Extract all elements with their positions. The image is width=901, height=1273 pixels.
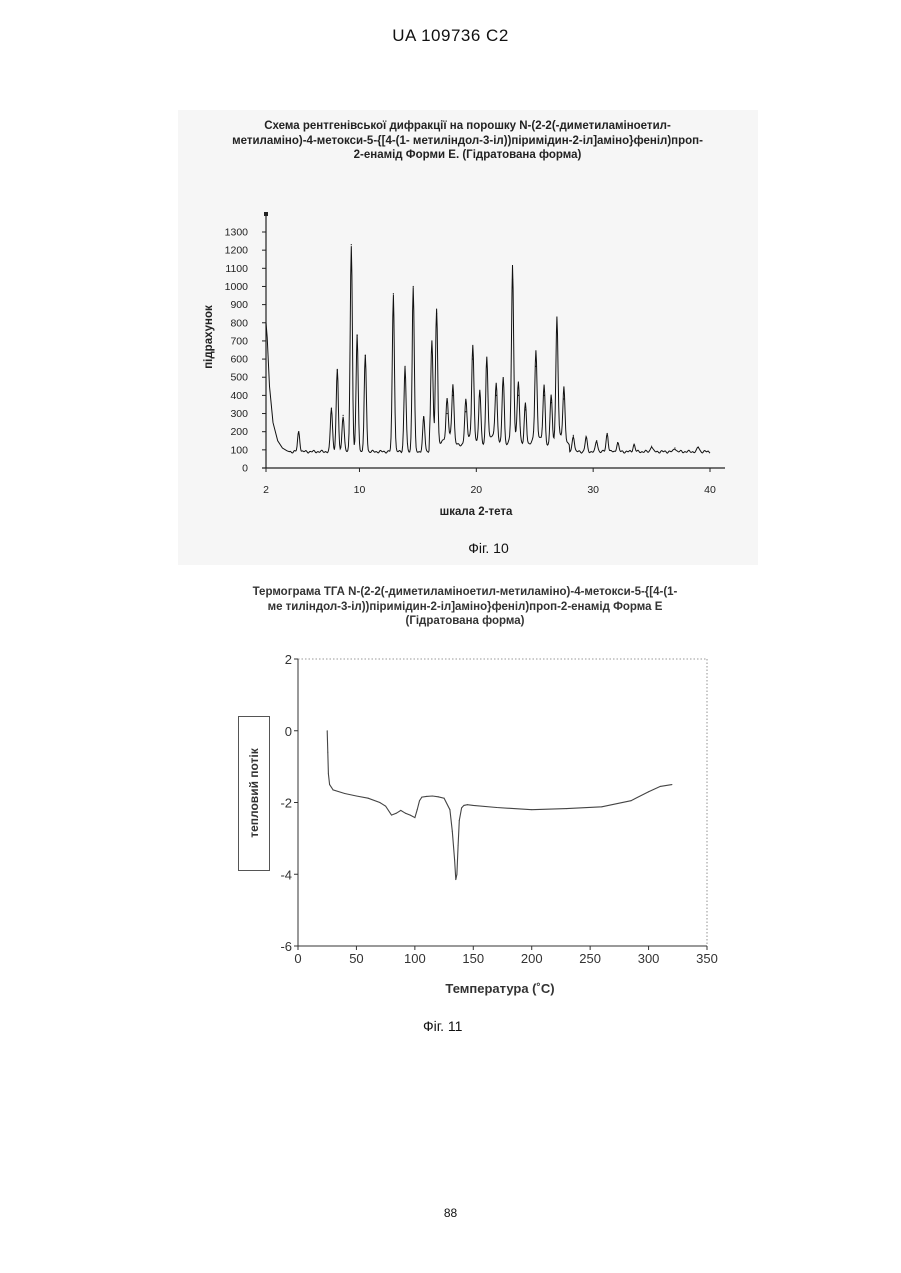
tga-data-point	[329, 784, 330, 785]
tga-data-point	[444, 798, 445, 799]
tga-x-tick-label: 100	[404, 951, 426, 966]
tga-y-tick-label: -4	[280, 867, 292, 882]
tga-y-tick-label: 0	[285, 724, 292, 739]
tga-data-point	[454, 859, 455, 860]
tga-data-point	[405, 813, 406, 814]
tga-data-point	[396, 813, 397, 814]
tga-data-point	[328, 773, 329, 774]
tga-data-point	[391, 815, 392, 816]
tga-data-point	[344, 793, 345, 794]
tga-data-point	[410, 815, 411, 816]
tga-x-tick-label: 200	[521, 951, 543, 966]
tga-data-point	[473, 805, 474, 806]
tga-data-point	[461, 807, 462, 808]
tga-data-point	[449, 809, 450, 810]
tga-data-point	[368, 798, 369, 799]
tga-data-point	[417, 809, 418, 810]
tga-data-point	[426, 796, 427, 797]
tga-x-axis-label: Температура (˚C)	[445, 981, 554, 996]
tga-data-point	[414, 817, 415, 818]
tga-y-axis-label: тепловий потік	[247, 747, 261, 838]
tga-x-tick-label: 250	[579, 951, 601, 966]
tga-data-point	[660, 786, 661, 787]
tga-data-point	[400, 810, 401, 811]
figure-11-caption: Фіг. 11	[423, 1018, 462, 1034]
tga-y-tick-label: -2	[280, 796, 292, 811]
tga-data-point	[671, 784, 672, 785]
tga-data-point	[419, 800, 420, 801]
tga-data-point	[648, 791, 649, 792]
tga-y-tick-label: 2	[285, 652, 292, 667]
tga-data-point	[566, 808, 567, 809]
tga-data-point	[467, 804, 468, 805]
tga-data-point	[333, 789, 334, 790]
tga-data-point	[601, 806, 602, 807]
tga-y-tick-label: -6	[280, 939, 292, 954]
tga-x-tick-label: 150	[462, 951, 484, 966]
tga-data-point	[456, 874, 457, 875]
tga-data-point	[531, 809, 532, 810]
tga-data-point	[327, 730, 328, 731]
tga-data-point	[458, 845, 459, 846]
tga-series-line	[327, 731, 672, 880]
tga-data-point	[631, 800, 632, 801]
tga-data-point	[421, 797, 422, 798]
tga-data-point	[459, 820, 460, 821]
tga-data-point	[356, 796, 357, 797]
tga-data-point	[327, 752, 328, 753]
tga-data-point	[452, 831, 453, 832]
tga-data-point	[455, 879, 456, 880]
tga-data-point	[385, 806, 386, 807]
tga-x-tick-label: 0	[294, 951, 301, 966]
tga-data-point	[432, 796, 433, 797]
tga-x-tick-label: 300	[638, 951, 660, 966]
tga-x-tick-label: 50	[349, 951, 363, 966]
tga-data-point	[379, 802, 380, 803]
page-number: 88	[0, 1206, 901, 1220]
tga-data-point	[496, 807, 497, 808]
tga-x-tick-label: 350	[696, 951, 718, 966]
tga-data-point	[463, 805, 464, 806]
tga-data-point	[438, 796, 439, 797]
